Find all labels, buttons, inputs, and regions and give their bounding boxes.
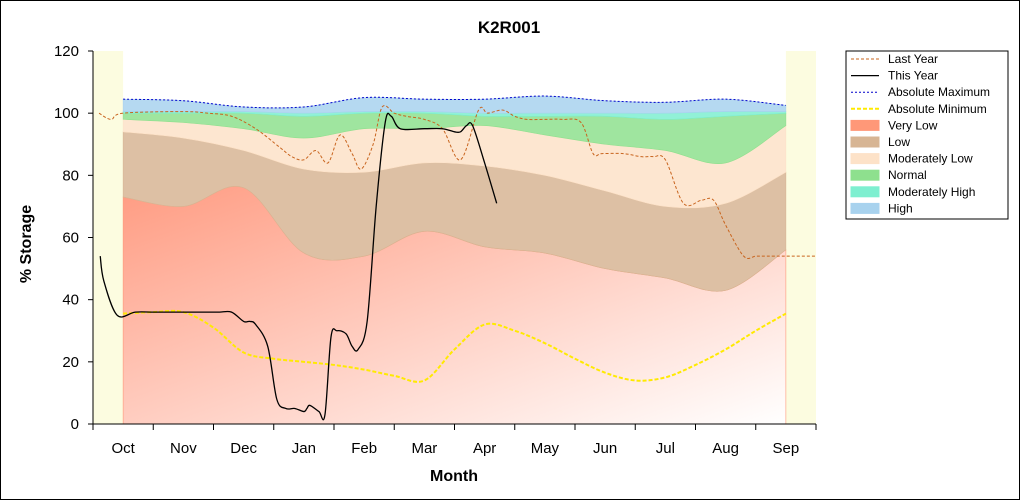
legend-swatch-moderately-high: [850, 186, 880, 198]
legend-swatch-low: [850, 136, 880, 148]
series-this-year: [99, 112, 498, 421]
legend-label-low: Low: [888, 135, 910, 149]
band-layer: [122, 51, 787, 424]
legend-label-this-year: This Year: [888, 69, 938, 83]
x-tick-label: May: [531, 440, 560, 457]
legend: Last Year This Year Absolute Maximum Absolu…: [845, 50, 1009, 220]
legend-label-very-low: Very Low: [888, 118, 938, 132]
legend-swatch-very-low: [850, 119, 880, 131]
axes-layer: 0 20 40 60 80 100 120 Oct Nov Dec Jan Feb Mar Apr May J…: [54, 43, 817, 457]
y-tick-label: 60: [62, 230, 79, 247]
x-tick-label: Sep: [773, 440, 800, 457]
legend-label-absolute-maximum: Absolute Maximum: [888, 85, 990, 99]
series-last-year: [98, 105, 816, 259]
y-tick-label: 20: [62, 354, 79, 371]
legend-label-last-year: Last Year: [888, 52, 938, 66]
x-tick-label: Dec: [230, 440, 257, 457]
x-tick-label: Apr: [473, 440, 496, 457]
y-tick-label: 80: [62, 167, 79, 184]
x-tick-label: Oct: [111, 440, 135, 457]
legend-label-moderately-high: Moderately High: [888, 185, 975, 199]
series-absolute-minimum: [123, 309, 787, 383]
y-tick-label: 120: [54, 43, 79, 60]
legend-swatch-moderately-low: [850, 153, 880, 165]
legend-swatch-normal: [850, 169, 880, 181]
y-axis-title: % Storage: [18, 205, 35, 283]
legend-label-normal: Normal: [888, 168, 927, 182]
x-tick-label: Jun: [593, 440, 617, 457]
legend-label-absolute-minimum: Absolute Minimum: [888, 102, 987, 116]
x-tick-label: Nov: [170, 440, 197, 457]
y-tick-label: 40: [62, 292, 79, 309]
x-tick-label: Feb: [351, 440, 377, 457]
series-absolute-maximum: [123, 95, 786, 109]
legend-swatch-high: [850, 202, 880, 214]
x-tick-label: Mar: [411, 440, 437, 457]
legend-label-moderately-low: Moderately Low: [888, 152, 973, 166]
y-tick-label: 100: [54, 105, 79, 122]
x-tick-label: Aug: [712, 440, 739, 457]
x-tick-label: Jul: [656, 440, 675, 457]
line-layer: [98, 95, 816, 421]
band-high: [122, 95, 787, 114]
x-tick-label: Jan: [292, 440, 316, 457]
legend-label-high: High: [888, 201, 913, 215]
chart-title: K2R001: [478, 18, 540, 37]
x-axis-title: Month: [430, 468, 478, 485]
y-tick-label: 0: [71, 416, 79, 433]
